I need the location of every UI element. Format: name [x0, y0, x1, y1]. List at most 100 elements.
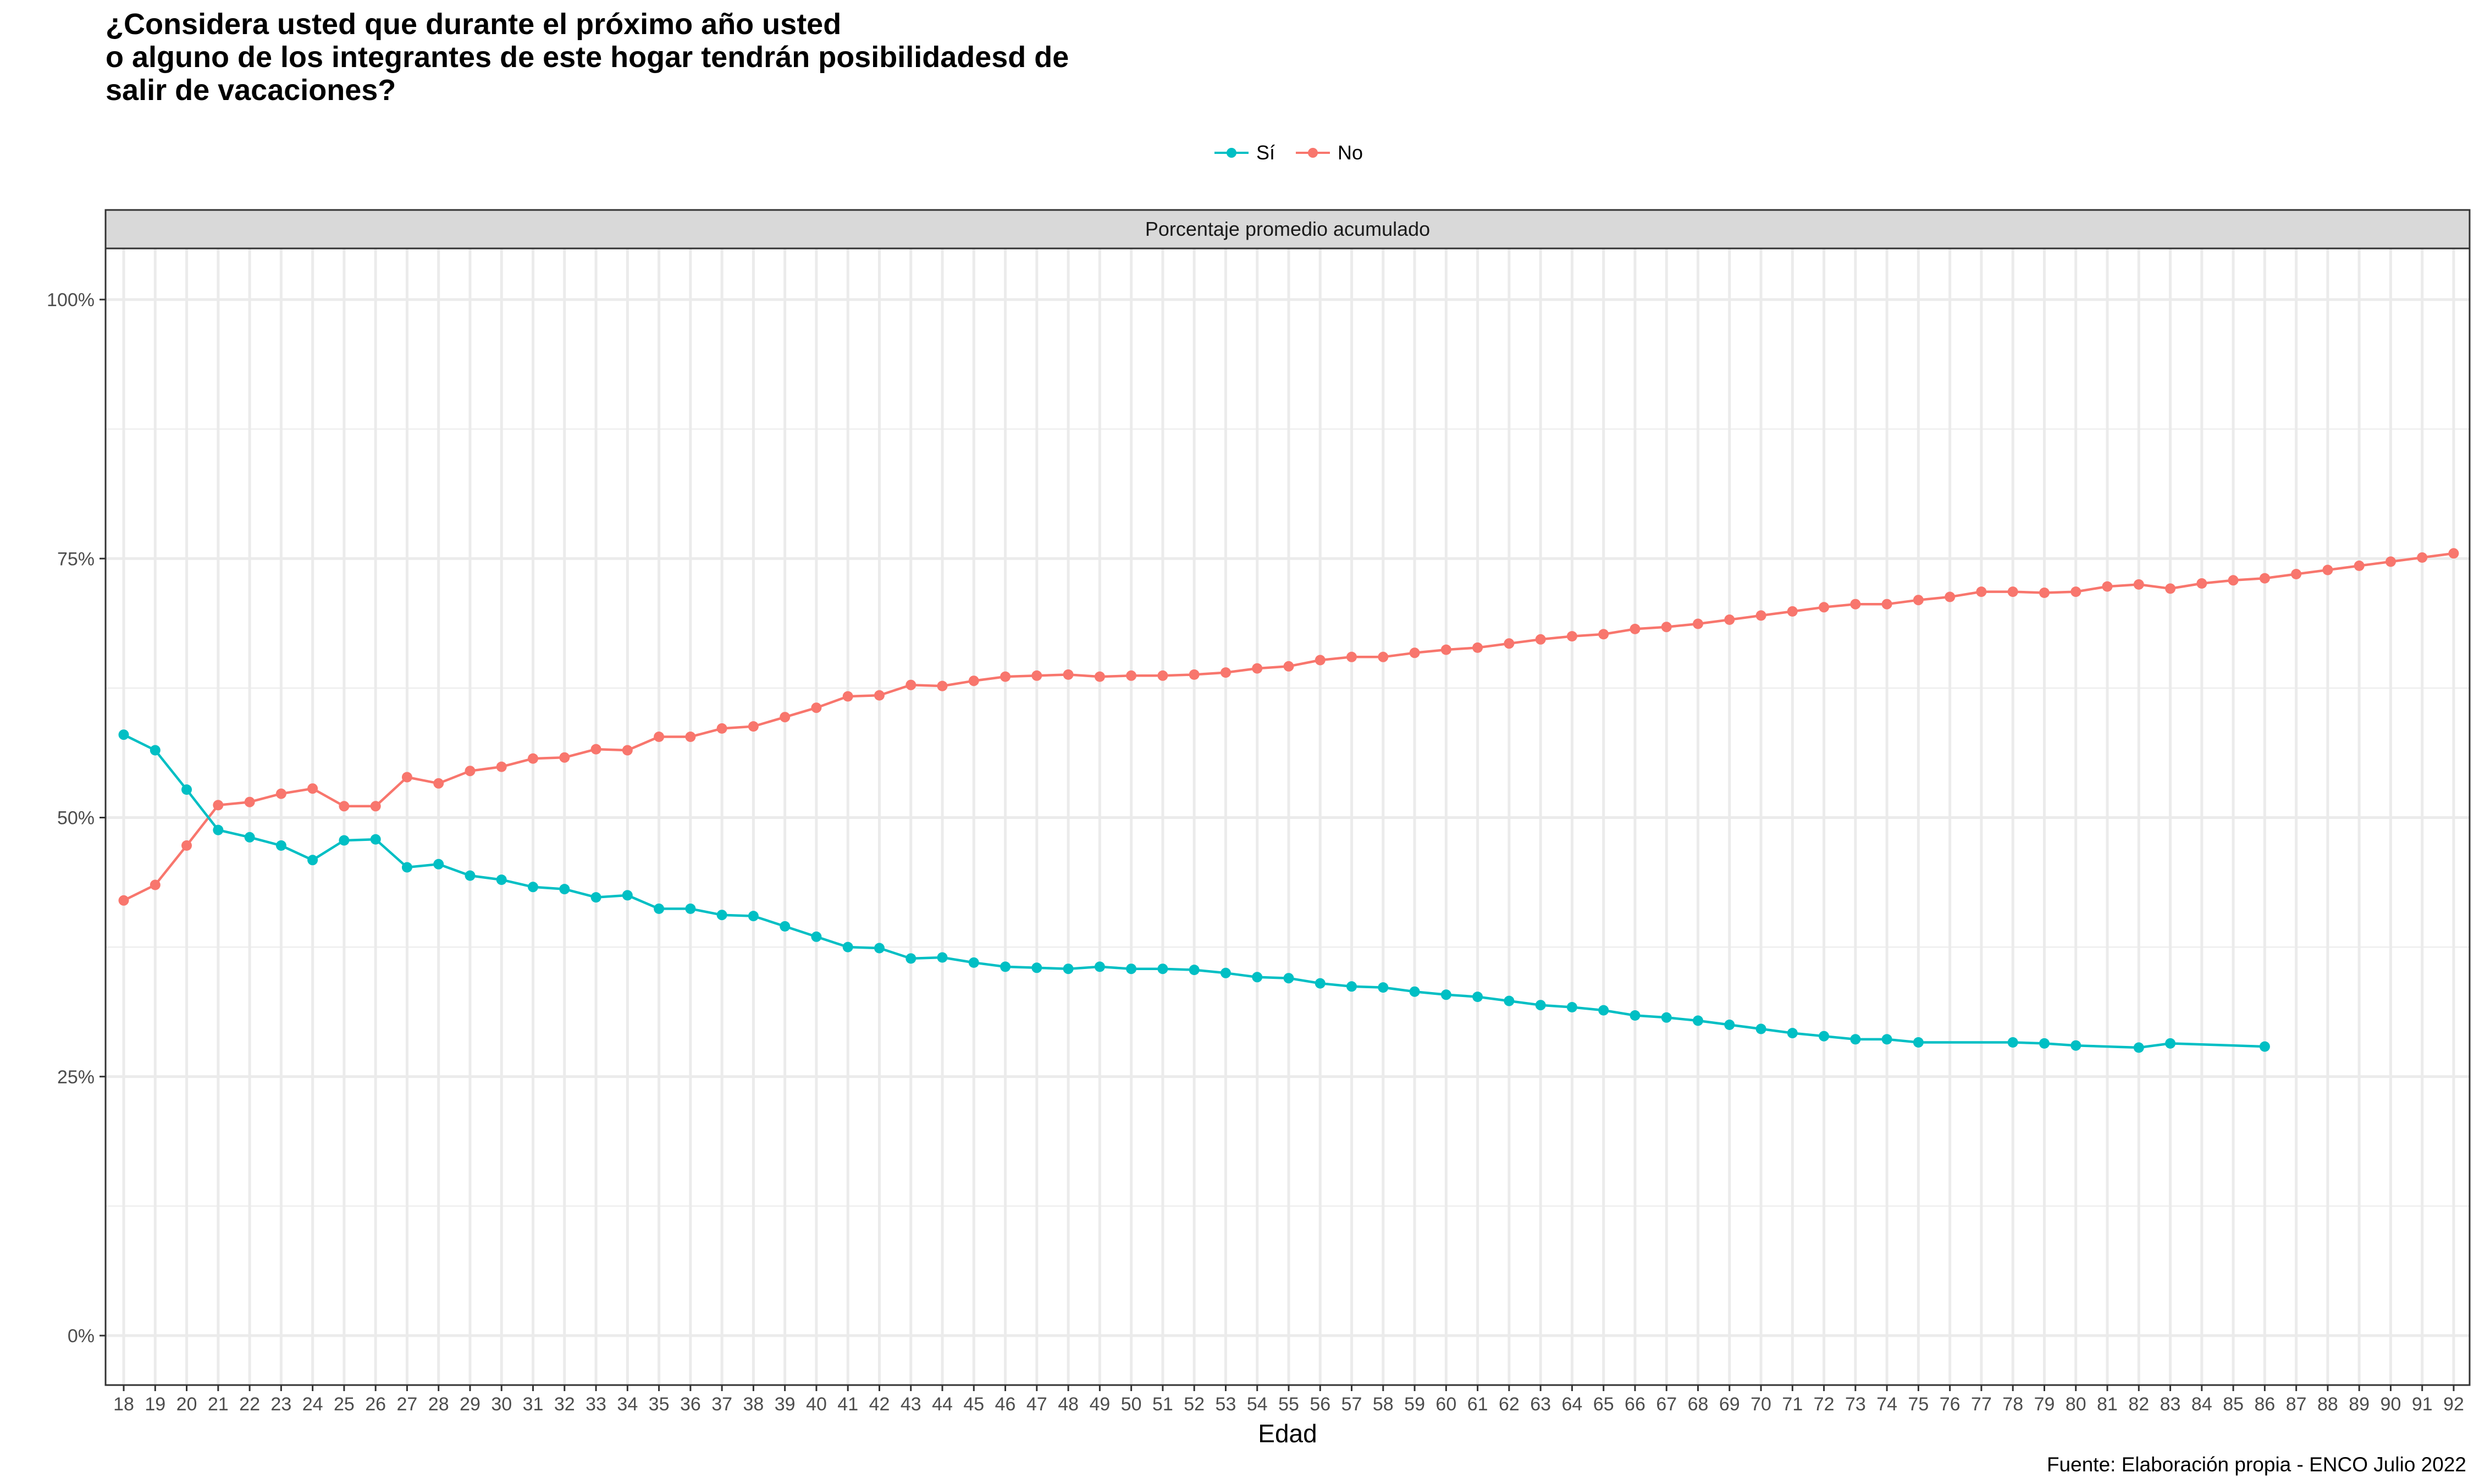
x-tick-label: 33: [586, 1394, 606, 1415]
x-tick-label: 68: [1688, 1394, 1709, 1415]
y-tick-label: 50%: [57, 808, 95, 829]
data-point-si: [433, 859, 444, 870]
data-point-no: [1378, 651, 1389, 662]
x-tick-label: 65: [1593, 1394, 1614, 1415]
data-point-no: [401, 772, 412, 783]
legend-label-si: Sí: [1256, 141, 1275, 164]
x-tick-label: 51: [1152, 1394, 1173, 1415]
data-point-si: [590, 892, 601, 903]
data-point-no: [1630, 623, 1641, 634]
data-point-no: [1000, 671, 1011, 682]
x-tick-label: 57: [1341, 1394, 1362, 1415]
x-tick-label: 37: [711, 1394, 732, 1415]
y-tick-label: 25%: [57, 1067, 95, 1088]
x-tick-label: 59: [1404, 1394, 1425, 1415]
data-point-no: [339, 801, 350, 812]
data-point-si: [1724, 1020, 1735, 1030]
data-point-no: [1693, 618, 1703, 629]
data-point-no: [2259, 573, 2270, 584]
data-point-no: [465, 766, 476, 777]
x-tick-label: 20: [176, 1394, 197, 1415]
data-point-si: [1409, 986, 1420, 997]
data-point-no: [370, 801, 381, 812]
x-tick-label: 92: [2443, 1394, 2464, 1415]
x-tick-label: 83: [2160, 1394, 2181, 1415]
data-point-si: [307, 855, 318, 866]
x-tick-label: 48: [1058, 1394, 1079, 1415]
data-point-no: [150, 879, 161, 890]
x-tick-label: 34: [617, 1394, 638, 1415]
data-point-no: [937, 680, 948, 691]
data-point-si: [118, 729, 129, 740]
data-point-si: [1535, 1000, 1546, 1011]
y-tick-label: 0%: [68, 1326, 95, 1347]
data-point-no: [1440, 644, 1451, 655]
data-point-si: [2070, 1040, 2081, 1051]
data-point-si: [1598, 1005, 1609, 1016]
x-tick-label: 58: [1373, 1394, 1394, 1415]
data-point-si: [1063, 964, 1074, 974]
x-tick-label: 71: [1782, 1394, 1803, 1415]
x-tick-label: 40: [806, 1394, 827, 1415]
x-tick-label: 56: [1310, 1394, 1330, 1415]
x-tick-label: 50: [1121, 1394, 1142, 1415]
legend-item-si: Sí: [1212, 141, 1275, 164]
data-point-si: [842, 942, 853, 953]
x-tick-label: 49: [1089, 1394, 1110, 1415]
x-tick-label: 46: [995, 1394, 1016, 1415]
x-tick-label: 85: [2223, 1394, 2244, 1415]
x-tick-label: 21: [208, 1394, 229, 1415]
data-point-no: [307, 783, 318, 794]
data-point-si: [1693, 1015, 1703, 1026]
x-tick-label: 80: [2066, 1394, 2086, 1415]
x-tick-label: 84: [2191, 1394, 2212, 1415]
legend-label-no: No: [1338, 141, 1363, 164]
x-tick-label: 89: [2349, 1394, 2370, 1415]
x-tick-label: 27: [397, 1394, 418, 1415]
data-point-si: [1566, 1002, 1577, 1012]
x-tick-label: 54: [1247, 1394, 1268, 1415]
x-tick-label: 79: [2034, 1394, 2055, 1415]
data-point-no: [1031, 670, 1042, 681]
data-point-no: [2291, 569, 2302, 579]
x-tick-label: 47: [1026, 1394, 1047, 1415]
data-point-no: [2007, 586, 2018, 597]
data-point-no: [1850, 599, 1861, 610]
data-point-si: [528, 882, 538, 893]
data-point-no: [968, 675, 979, 686]
data-point-si: [1661, 1012, 1672, 1023]
data-point-si: [1378, 982, 1389, 993]
data-point-no: [780, 712, 791, 723]
data-point-si: [874, 943, 885, 954]
x-tick-label: 77: [1971, 1394, 1992, 1415]
x-tick-label: 29: [460, 1394, 481, 1415]
x-tick-label: 87: [2286, 1394, 2307, 1415]
data-point-si: [150, 745, 161, 756]
x-tick-label: 24: [302, 1394, 323, 1415]
data-point-si: [685, 903, 696, 914]
facet-strip-label: Porcentaje promedio acumulado: [1145, 218, 1430, 240]
data-point-no: [1252, 663, 1263, 674]
data-point-si: [622, 890, 633, 901]
data-point-si: [1157, 964, 1168, 974]
data-point-si: [1315, 978, 1326, 989]
data-point-si: [1283, 973, 1294, 984]
data-point-si: [1850, 1034, 1861, 1045]
x-tick-label: 36: [680, 1394, 701, 1415]
x-tick-label: 72: [1814, 1394, 1835, 1415]
data-point-no: [2070, 586, 2081, 597]
x-tick-label: 30: [491, 1394, 512, 1415]
data-point-si: [1346, 981, 1357, 992]
data-point-no: [433, 778, 444, 789]
data-point-no: [181, 840, 192, 851]
data-point-si: [213, 824, 224, 835]
legend-key-si: [1214, 148, 1249, 158]
data-point-si: [968, 957, 979, 968]
data-point-si: [2259, 1041, 2270, 1052]
x-tick-label: 75: [1908, 1394, 1929, 1415]
data-point-no: [2385, 556, 2396, 567]
data-point-no: [2322, 564, 2333, 575]
x-tick-label: 45: [963, 1394, 984, 1415]
x-tick-label: 62: [1499, 1394, 1520, 1415]
data-point-no: [244, 796, 255, 807]
